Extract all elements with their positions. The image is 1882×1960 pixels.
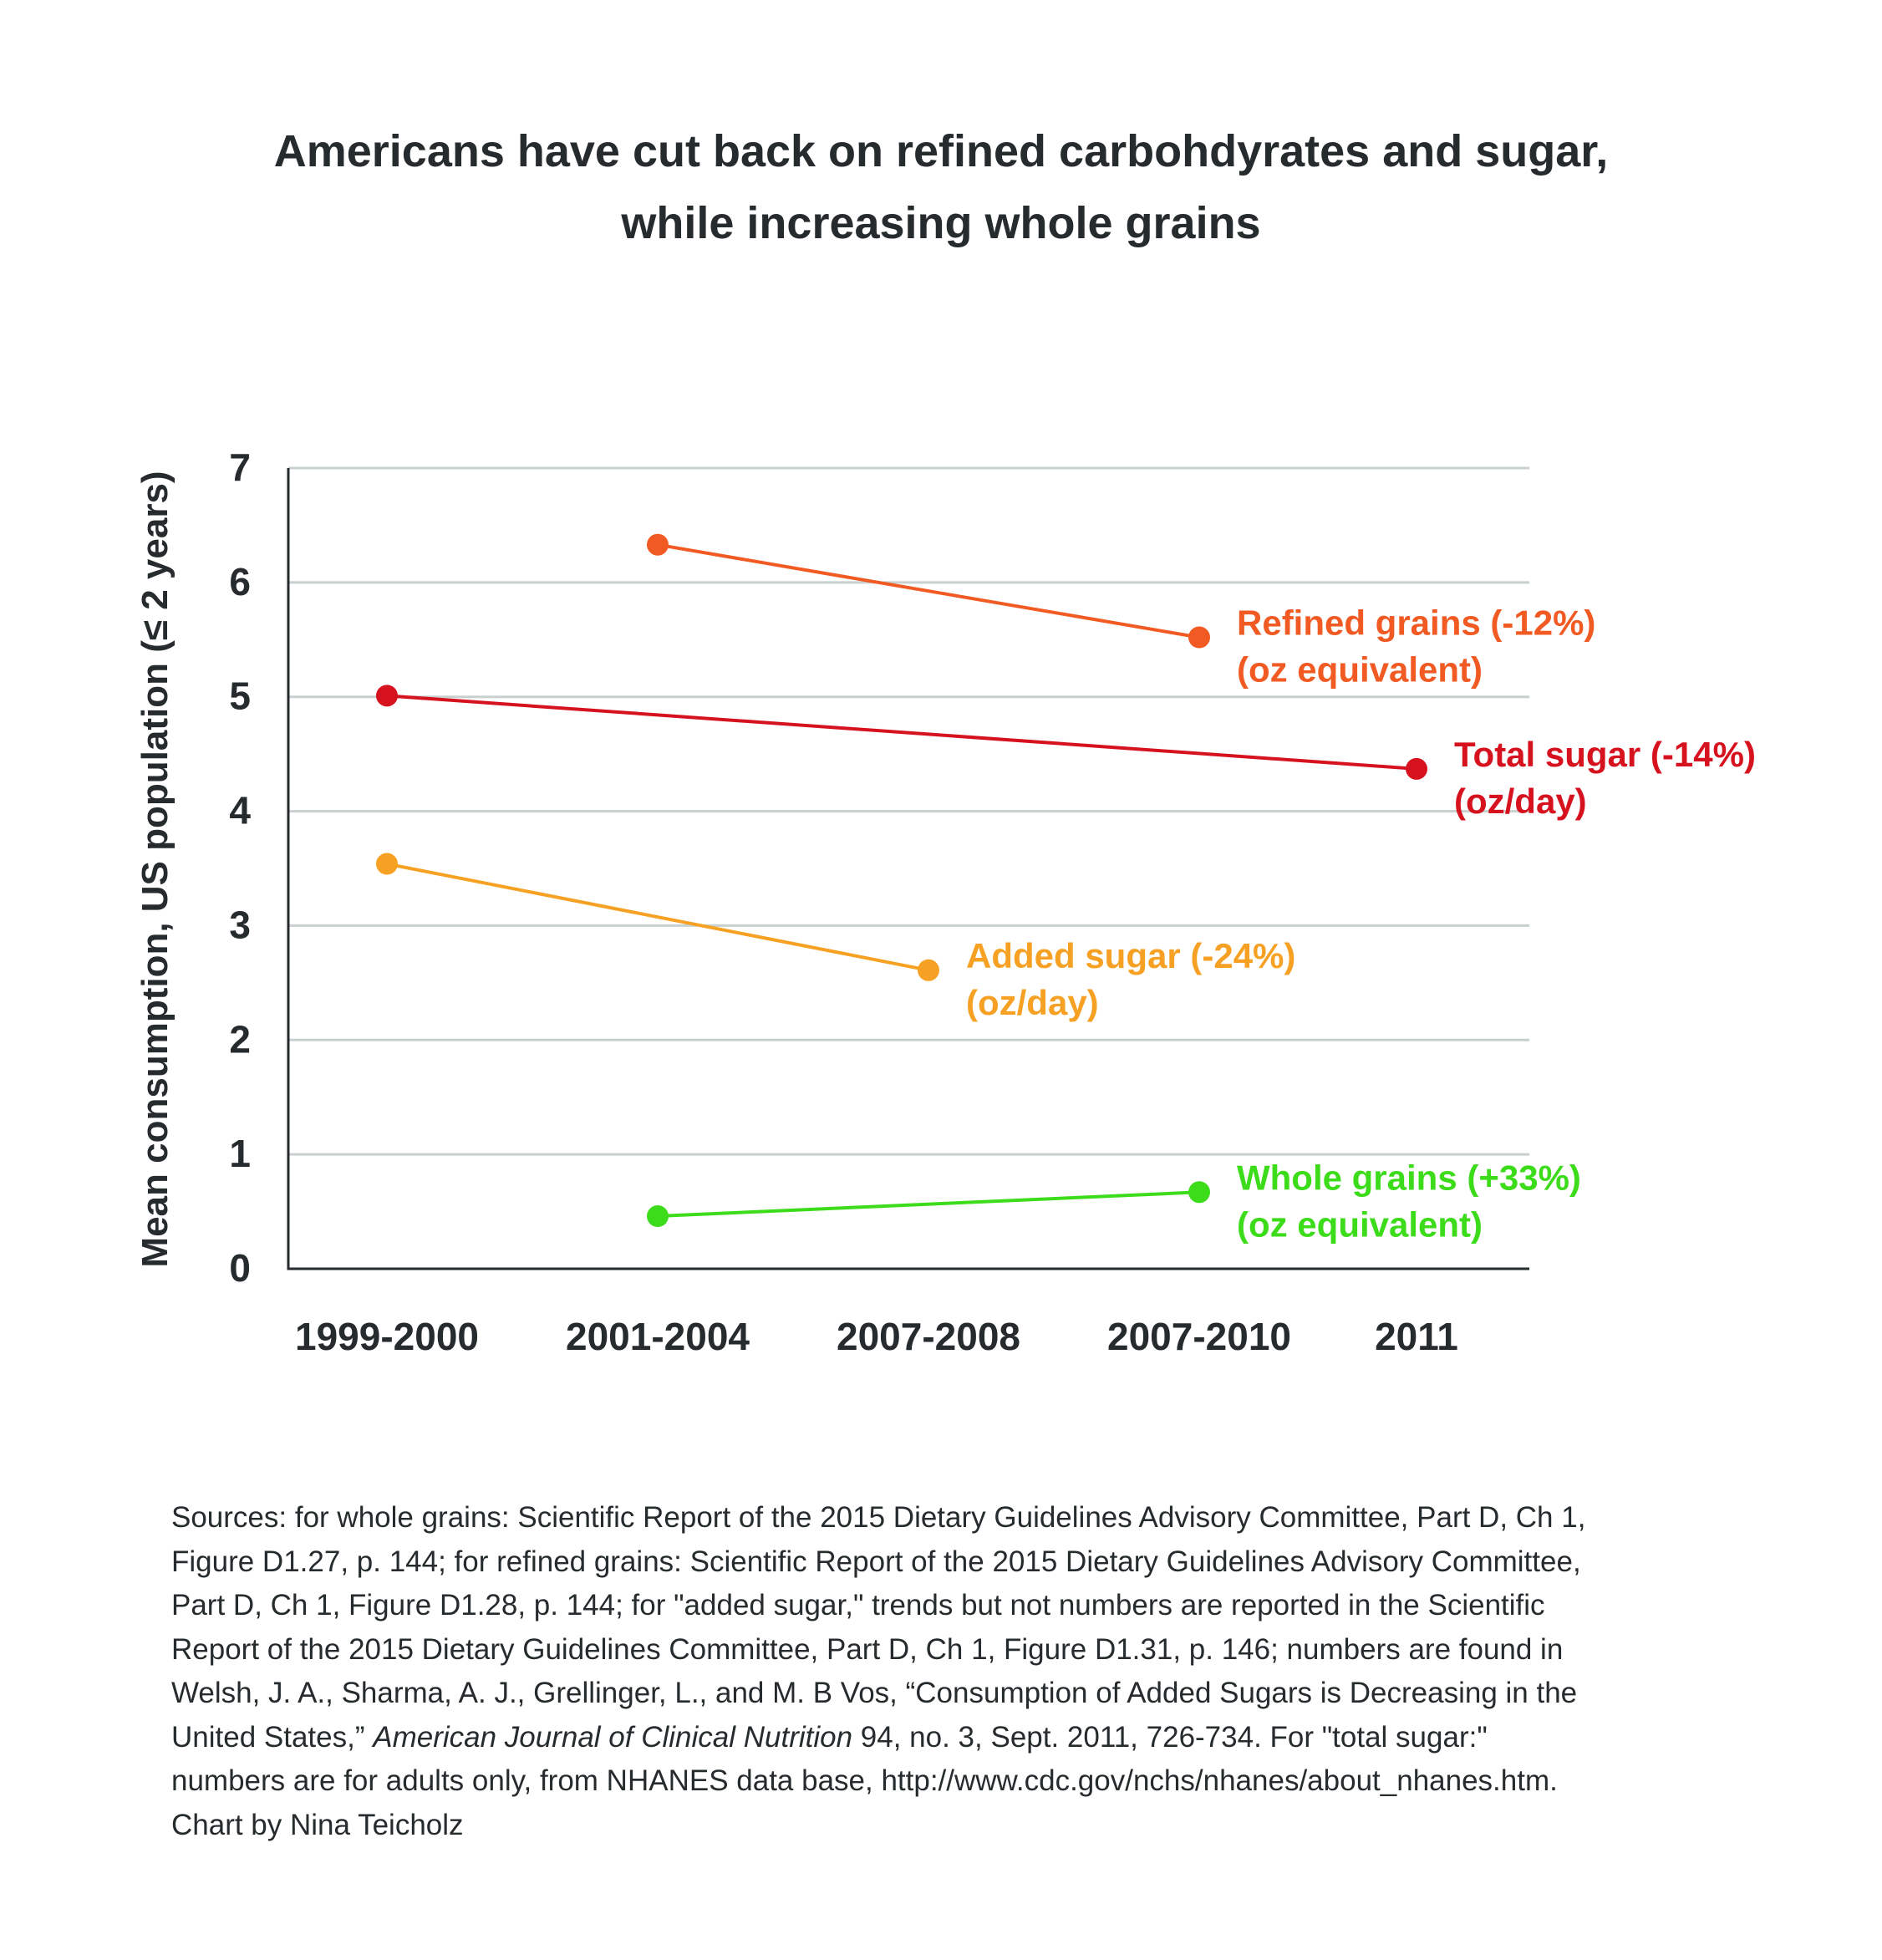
- sources-line: Report of the 2015 Dietary Guidelines Co…: [171, 1632, 1564, 1666]
- y-tick-label: 2: [229, 1017, 251, 1061]
- series-label: Added sugar (-24%): [966, 936, 1295, 975]
- y-tick-label: 3: [229, 903, 251, 946]
- x-tick-label: 2007-2008: [837, 1315, 1020, 1358]
- data-point: [647, 1205, 669, 1228]
- data-point: [1188, 626, 1210, 649]
- series-label: (oz/day): [1454, 781, 1587, 821]
- sources-text: 94, no. 3, Sept. 2011, 726-734. For "tot…: [852, 1720, 1488, 1754]
- y-tick-label: 5: [229, 675, 251, 718]
- series-label: Total sugar (-14%): [1454, 735, 1756, 774]
- series-label: (oz/day): [966, 983, 1099, 1022]
- series-label: Refined grains (-12%): [1237, 603, 1595, 643]
- data-point: [376, 853, 398, 875]
- y-tick-label: 7: [229, 445, 251, 489]
- chart-title-line-1: Americans have cut back on refined carbo…: [273, 126, 1609, 176]
- data-point: [1188, 1181, 1210, 1204]
- sources-line: Part D, Ch 1, Figure D1.28, p. 144; for …: [171, 1589, 1545, 1621]
- series-labels: Refined grains (-12%) (oz equivalent) Tota…: [966, 603, 1756, 1245]
- sources-note: Sources: for whole grains: Scientific Re…: [171, 1496, 1784, 1847]
- series-line: [386, 694, 1417, 771]
- y-tick-label: 4: [229, 789, 251, 832]
- series-label: (oz equivalent): [1237, 1204, 1483, 1244]
- x-tick-label: 2001-2004: [566, 1315, 750, 1358]
- data-point: [1406, 757, 1427, 780]
- sources-line: numbers are for adults only, from NHANES…: [171, 1764, 1558, 1797]
- series-label: (oz equivalent): [1237, 650, 1483, 690]
- series-line: [386, 862, 929, 972]
- axes: 0 1 2 3 4 5 6 7 1999-2000 2001-2004 2007-2008 2007-…: [135, 445, 1529, 1358]
- chart-title: Americans have cut back on refined carbo…: [0, 115, 1882, 259]
- journal-title: American Journal of Clinical Nutrition: [373, 1720, 853, 1754]
- data-point: [376, 685, 398, 707]
- series-line: [657, 542, 1200, 639]
- y-axis-title: Mean consumption, US population (≤ 2 yea…: [135, 471, 175, 1267]
- series-line: [657, 1190, 1200, 1219]
- series-label: Whole grains (+33%): [1237, 1158, 1581, 1197]
- y-tick-label: 6: [229, 560, 251, 603]
- sources-line: Sources: for whole grains: Scientific Re…: [171, 1501, 1586, 1534]
- sources-line: Figure D1.27, p. 144; for refined grains…: [171, 1545, 1581, 1578]
- sources-line: United States,” American Journal of Clin…: [171, 1716, 1784, 1760]
- gridlines: [288, 466, 1529, 1156]
- y-tick-label: 0: [229, 1246, 251, 1290]
- chart-title-line-2: while increasing whole grains: [621, 198, 1261, 248]
- sources-text: United States,”: [171, 1720, 374, 1754]
- series-lines: [376, 533, 1427, 1228]
- x-tick-label: 2011: [1375, 1315, 1458, 1358]
- sources-line: Chart by Nina Teicholz: [171, 1808, 464, 1841]
- sources-line: Welsh, J. A., Sharma, A. J., Grellinger,…: [171, 1677, 1578, 1709]
- data-point: [647, 533, 669, 556]
- x-tick-label: 2007-2010: [1107, 1315, 1291, 1358]
- x-tick-label: 1999-2000: [295, 1315, 479, 1358]
- data-point: [918, 959, 939, 981]
- y-tick-label: 1: [229, 1132, 251, 1175]
